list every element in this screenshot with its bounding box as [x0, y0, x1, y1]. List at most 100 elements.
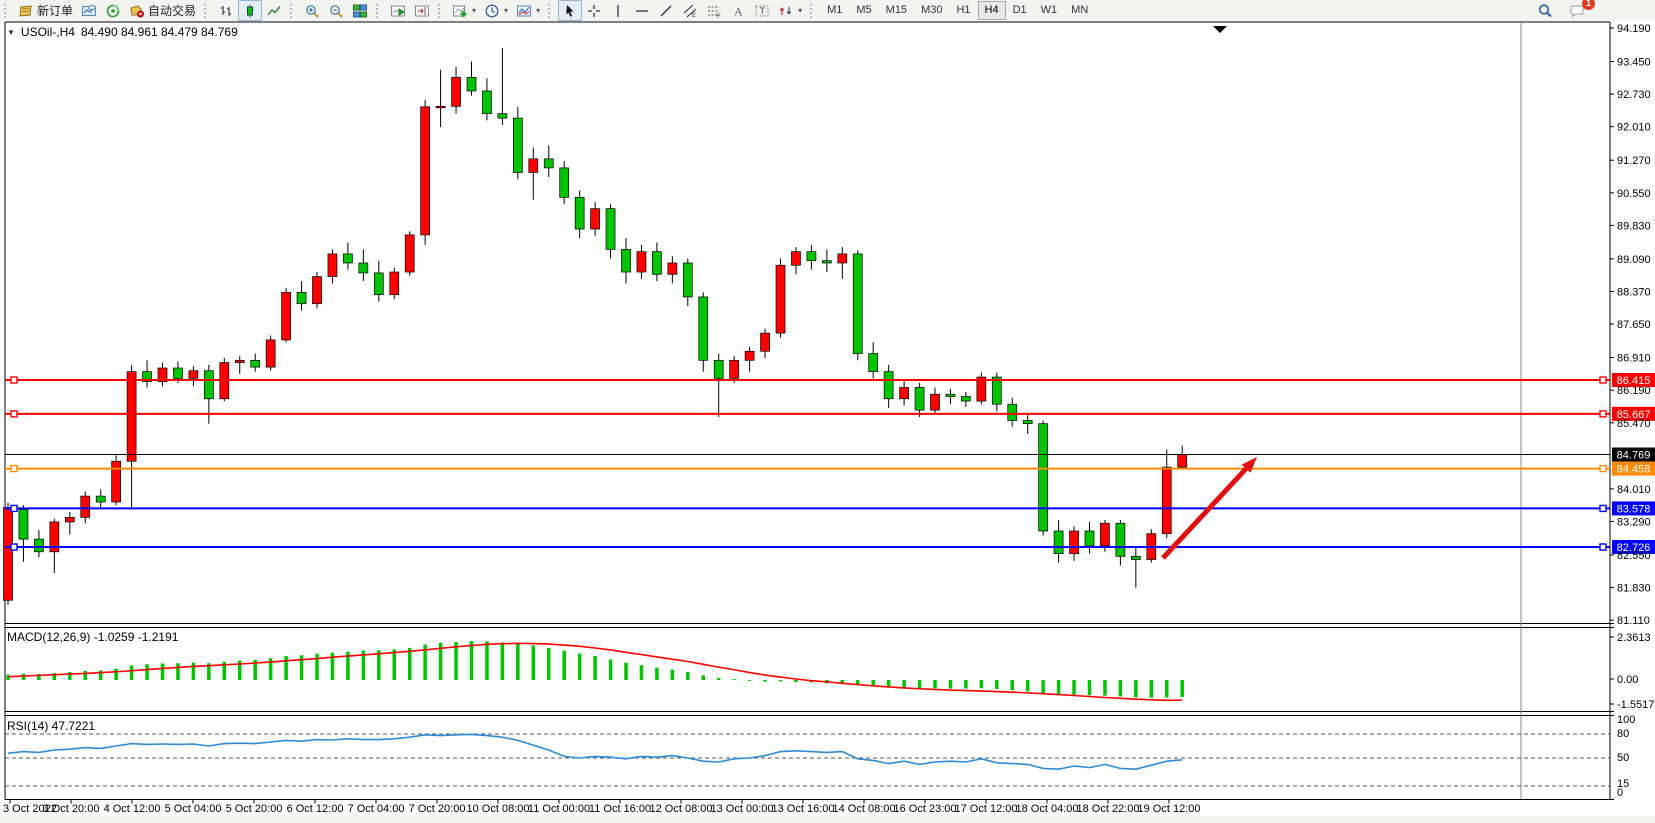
chevron-down-icon[interactable]: ▾ [504, 6, 509, 15]
chart-shift-button[interactable] [410, 0, 434, 21]
line-handle[interactable] [10, 504, 18, 513]
line-handle[interactable] [10, 376, 18, 384]
candle [1084, 530, 1095, 547]
hline-82.726[interactable]: 82.726 [5, 540, 1655, 555]
chevron-down-icon[interactable]: ▾ [798, 6, 803, 15]
toolbar-grip[interactable] [290, 3, 295, 18]
chevron-down-icon[interactable]: ▾ [472, 6, 477, 15]
candle [142, 371, 152, 382]
trendline-button[interactable] [654, 0, 678, 21]
line-handle[interactable] [1599, 464, 1607, 473]
svg-text:3 Oct 2022: 3 Oct 2022 [3, 803, 57, 815]
svg-text:92.730: 92.730 [1617, 89, 1651, 101]
line-handle[interactable] [1599, 504, 1607, 513]
candle [126, 371, 137, 462]
charts-panel-button[interactable] [77, 0, 101, 21]
auto-trading-button[interactable]: 自动交易 [125, 0, 200, 21]
toolbar-grip[interactable] [4, 3, 9, 18]
new-order-icon [18, 3, 34, 19]
new-order-button[interactable]: 新订单 [14, 0, 77, 21]
auto-scroll-button[interactable] [386, 0, 410, 21]
toolbar-grip[interactable] [438, 3, 443, 18]
zoom-out-button[interactable] [324, 0, 348, 21]
svg-text:7 Oct 04:00: 7 Oct 04:00 [348, 803, 405, 815]
text-button[interactable]: A [726, 0, 750, 21]
rsi-pane: 100 80 50 150 [5, 714, 1635, 799]
candle [559, 167, 570, 198]
candle [1115, 522, 1126, 557]
hline-86.415[interactable]: 86.415 [5, 373, 1655, 387]
toolbar-grip[interactable] [810, 3, 815, 18]
crosshair-button[interactable] [582, 0, 606, 21]
arrow-objects-button[interactable]: ▾ [774, 0, 806, 21]
tile-windows-button[interactable] [348, 0, 372, 21]
line-handle[interactable] [10, 464, 18, 473]
tab-timeframe-d1[interactable]: D1 [1012, 4, 1027, 16]
svg-text:81.830: 81.830 [1617, 583, 1651, 595]
chart-shift-marker[interactable] [1213, 26, 1227, 33]
periods-button[interactable]: ▾ [480, 0, 512, 21]
chevron-down-icon[interactable]: ▾ [536, 6, 541, 15]
horizontal-line-button[interactable] [630, 0, 654, 21]
candle [389, 271, 400, 296]
price-axis: 94.190 93.450 92.730 92.010 91.270 90.550 89.8… [1610, 23, 1651, 627]
tab-timeframe-m5[interactable]: M5 [856, 4, 872, 16]
vertical-line-button[interactable] [606, 0, 630, 21]
svg-text:82.726: 82.726 [1617, 542, 1651, 554]
candle [961, 396, 971, 402]
candlestick-chart-button[interactable] [238, 0, 263, 21]
bar-chart-button[interactable] [214, 0, 238, 21]
chart-canvas[interactable]: 86.41585.66784.76984.45883.57882.72694.1… [0, 21, 1655, 823]
candle [621, 249, 631, 273]
tab-timeframe-w1[interactable]: W1 [1040, 4, 1058, 16]
tab-timeframe-mn[interactable]: MN [1071, 4, 1089, 16]
line-handle[interactable] [1599, 410, 1607, 418]
svg-text:0: 0 [1617, 787, 1623, 799]
toolbar-grip[interactable] [548, 3, 553, 18]
hline-83.578[interactable]: 83.578 [5, 501, 1655, 516]
indicators-button[interactable]: ▾ [448, 0, 480, 21]
trend-arrow-object[interactable] [1161, 457, 1257, 560]
tab-timeframe-h4[interactable]: H4 [977, 1, 1006, 20]
svg-text:A: A [734, 4, 743, 18]
line-handle[interactable] [10, 410, 18, 418]
cursor-button[interactable] [558, 0, 583, 21]
hline-85.667[interactable]: 85.667 [5, 406, 1655, 421]
svg-text:E: E [692, 13, 696, 19]
candlestick-series [3, 47, 1188, 605]
tab-timeframe-m15[interactable]: M15 [885, 4, 908, 16]
candle [1007, 403, 1018, 421]
tab-timeframe-m30[interactable]: M30 [921, 4, 943, 16]
data-feed-button[interactable] [101, 0, 125, 21]
chart-ohlc-values: 84.490 84.961 84.479 84.769 [80, 25, 238, 39]
svg-text:85.470: 85.470 [1617, 418, 1651, 430]
line-chart-button[interactable] [262, 0, 286, 21]
toolbar-grip[interactable] [204, 3, 209, 18]
search-button[interactable] [1533, 0, 1557, 21]
tab-timeframe-h1[interactable]: H1 [956, 4, 971, 16]
candle [1177, 454, 1188, 468]
toolbar-grip[interactable] [376, 3, 381, 18]
fibonacci-button[interactable]: F [702, 0, 726, 21]
text-label-button[interactable]: T [750, 0, 774, 21]
candle [482, 90, 492, 114]
equidistant-channel-button[interactable]: E [678, 0, 702, 21]
line-handle[interactable] [10, 543, 18, 551]
tab-timeframe-m1[interactable]: M1 [827, 4, 843, 16]
svg-text:3 Oct 20:00: 3 Oct 20:00 [43, 803, 100, 815]
svg-text:93.450: 93.450 [1617, 57, 1651, 69]
candle [899, 387, 909, 400]
candle [1161, 466, 1172, 535]
notifications-button[interactable]: 1 [1565, 0, 1595, 21]
templates-button[interactable]: ▾ [512, 0, 544, 21]
candle [744, 350, 755, 361]
svg-text:4 Oct 12:00: 4 Oct 12:00 [104, 803, 161, 815]
line-handle[interactable] [1599, 543, 1607, 551]
candle [497, 113, 508, 119]
hline-84.458[interactable]: 84.458 [5, 461, 1655, 476]
chart-collapse-icon[interactable]: ▼ [7, 27, 15, 37]
line-handle[interactable] [1599, 376, 1607, 384]
zoom-in-button[interactable] [300, 0, 324, 21]
fibonacci-icon: F [706, 3, 722, 19]
